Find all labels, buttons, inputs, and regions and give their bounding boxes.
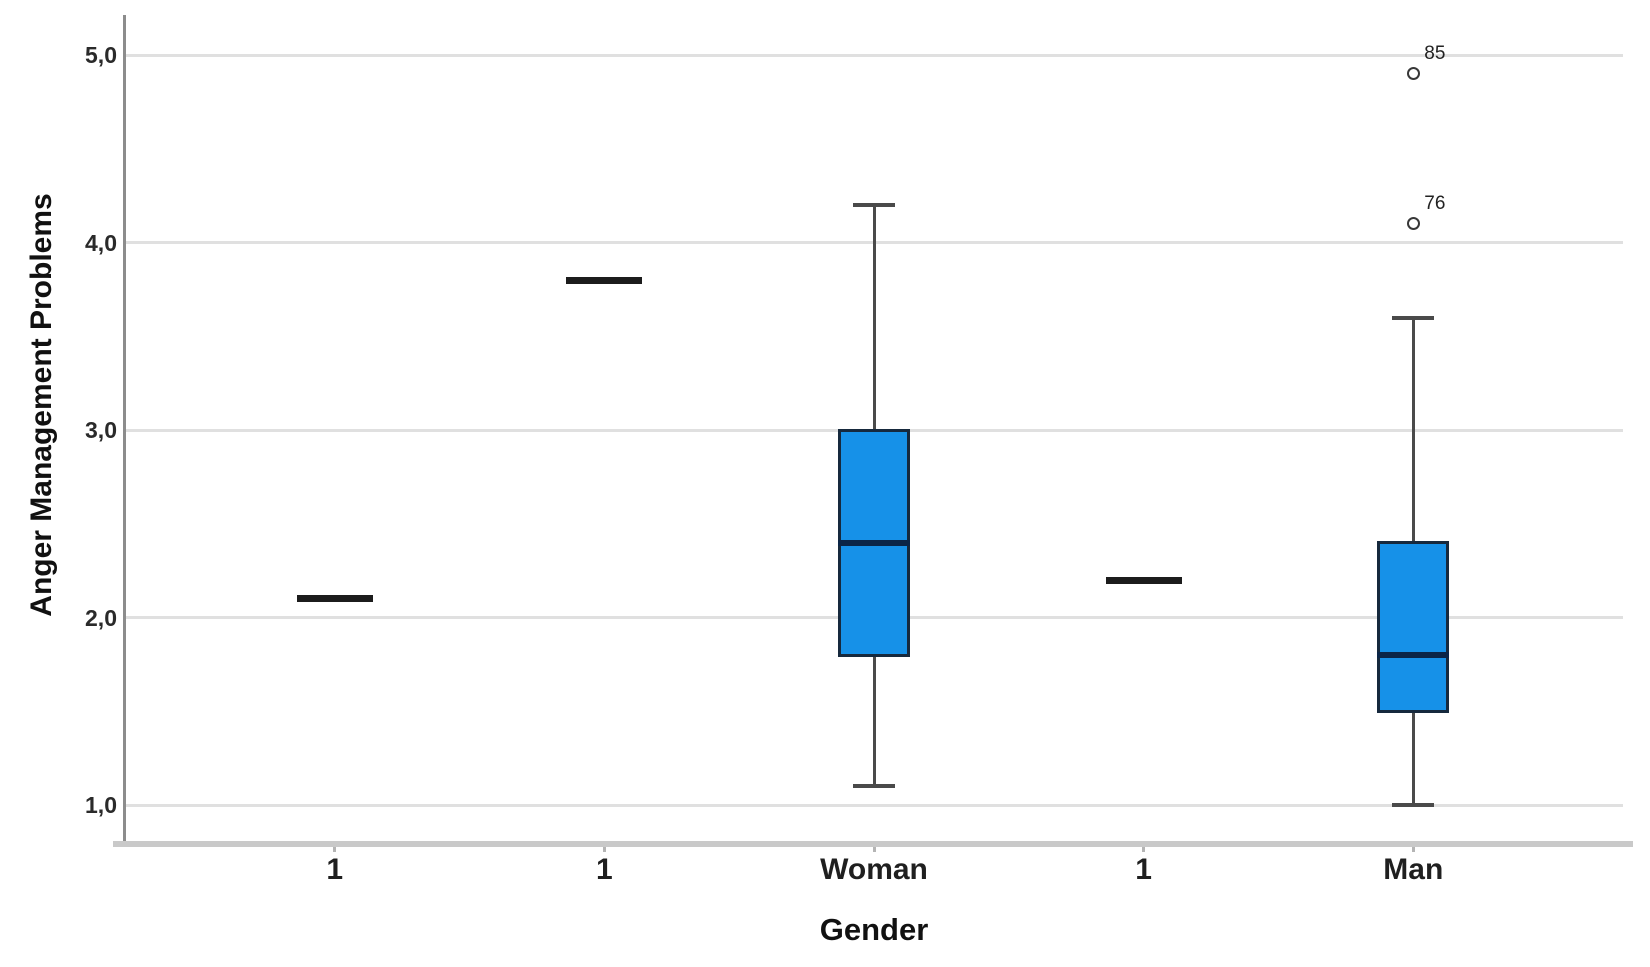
x-tick-2 [872, 847, 876, 852]
box-median-woman-2 [838, 539, 910, 546]
y-tick-label-3,0: 3,0 [85, 417, 117, 443]
y-tick-label-1,0: 1,0 [85, 792, 117, 818]
outlier-label-76: 76 [1424, 192, 1446, 214]
box-median-man-4 [1377, 652, 1450, 658]
median-line-1-0 [296, 595, 373, 603]
x-axis-line [113, 841, 1633, 847]
y-tick-label-2,0: 2,0 [85, 604, 117, 631]
median-line-1-1 [566, 276, 643, 284]
x-axis-title: Gender [819, 912, 929, 947]
y-axis-line [123, 15, 126, 843]
gridline-1,0 [125, 803, 1623, 807]
whisker-cap-top-man-4 [1392, 315, 1435, 320]
x-tick-4 [1411, 847, 1415, 852]
gridline-5,0 [125, 53, 1623, 57]
median-line-1-3 [1105, 576, 1182, 584]
box-man-4 [1377, 541, 1450, 713]
x-category-label-1-0: 1 [326, 853, 344, 886]
x-tick-3 [1142, 847, 1146, 852]
outlier-point-76 [1406, 217, 1420, 231]
x-tick-0 [333, 847, 337, 852]
y-axis-title: Anger Management Problems [25, 193, 58, 617]
whisker-cap-bottom-woman-2 [853, 784, 895, 789]
y-tick-label-5,0: 5,0 [85, 42, 117, 68]
x-category-label-1-3: 1 [1135, 853, 1152, 886]
outlier-point-85 [1406, 67, 1420, 81]
whisker-cap-bottom-man-4 [1392, 803, 1435, 807]
whisker-cap-top-woman-2 [853, 203, 895, 207]
x-category-label-man-4: Man [1383, 853, 1444, 886]
x-category-label-1-1: 1 [596, 853, 613, 886]
outlier-label-85: 85 [1424, 42, 1446, 64]
x-tick-1 [602, 847, 606, 852]
y-tick-label-4,0: 4,0 [85, 229, 117, 256]
x-category-label-woman-2: Woman [820, 853, 928, 886]
